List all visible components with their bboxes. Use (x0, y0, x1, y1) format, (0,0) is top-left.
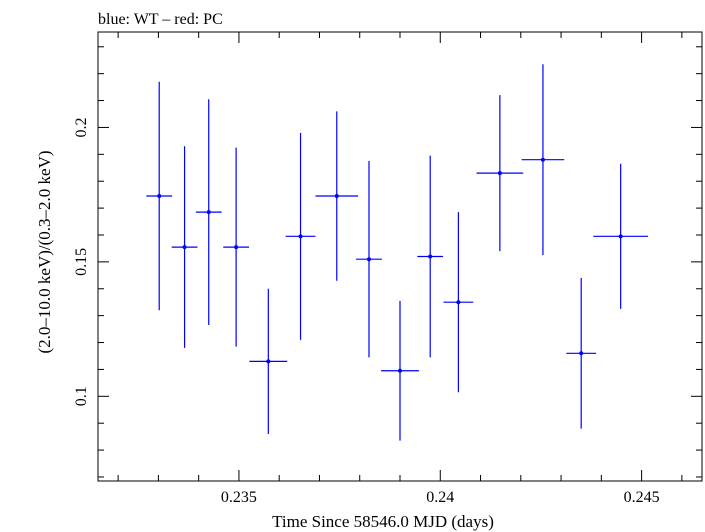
data-point (146, 81, 173, 311)
data-point (566, 278, 597, 429)
data-marker (398, 368, 402, 373)
chart-title: blue: WT – red: PC (98, 11, 223, 28)
data-marker (206, 210, 211, 215)
data-point (443, 212, 474, 393)
data-marker (182, 245, 187, 250)
data-point (249, 288, 288, 434)
data-marker (456, 300, 461, 305)
data-marker (428, 254, 433, 259)
data-series-wt (146, 64, 649, 441)
data-marker (266, 359, 271, 364)
data-point (521, 64, 565, 256)
y-tick-label: 0.2 (73, 117, 90, 137)
data-point (195, 99, 222, 326)
data-point (285, 132, 316, 340)
data-point (381, 300, 419, 441)
data-point (171, 146, 198, 348)
x-tick-label: 0.24 (426, 489, 454, 506)
data-marker (497, 171, 502, 176)
data-marker (157, 194, 162, 199)
data-marker (579, 351, 584, 356)
data-point (356, 161, 382, 358)
x-tick-label: 0.245 (624, 489, 660, 506)
y-axis-label: (2.0–10.0 keV)/(0.3–2.0 keV) (35, 150, 54, 353)
y-tick-label: 0.15 (73, 248, 90, 276)
data-point (417, 155, 444, 358)
data-point (593, 163, 649, 309)
data-marker (618, 234, 623, 239)
data-point (315, 111, 359, 281)
data-marker (366, 257, 371, 262)
x-axis-label: Time Since 58546.0 MJD (days) (272, 512, 494, 531)
data-point (223, 147, 249, 347)
data-marker (540, 157, 545, 162)
data-marker (298, 234, 303, 239)
y-tick-label: 0.1 (73, 386, 90, 406)
tick-labels: 0.235 0.24 0.245 0.1 0.15 0.2 (73, 117, 660, 506)
data-point (476, 95, 524, 252)
axis-ticks (98, 32, 702, 481)
data-marker (234, 245, 239, 250)
data-marker (334, 194, 339, 199)
x-tick-label: 0.235 (221, 489, 257, 506)
